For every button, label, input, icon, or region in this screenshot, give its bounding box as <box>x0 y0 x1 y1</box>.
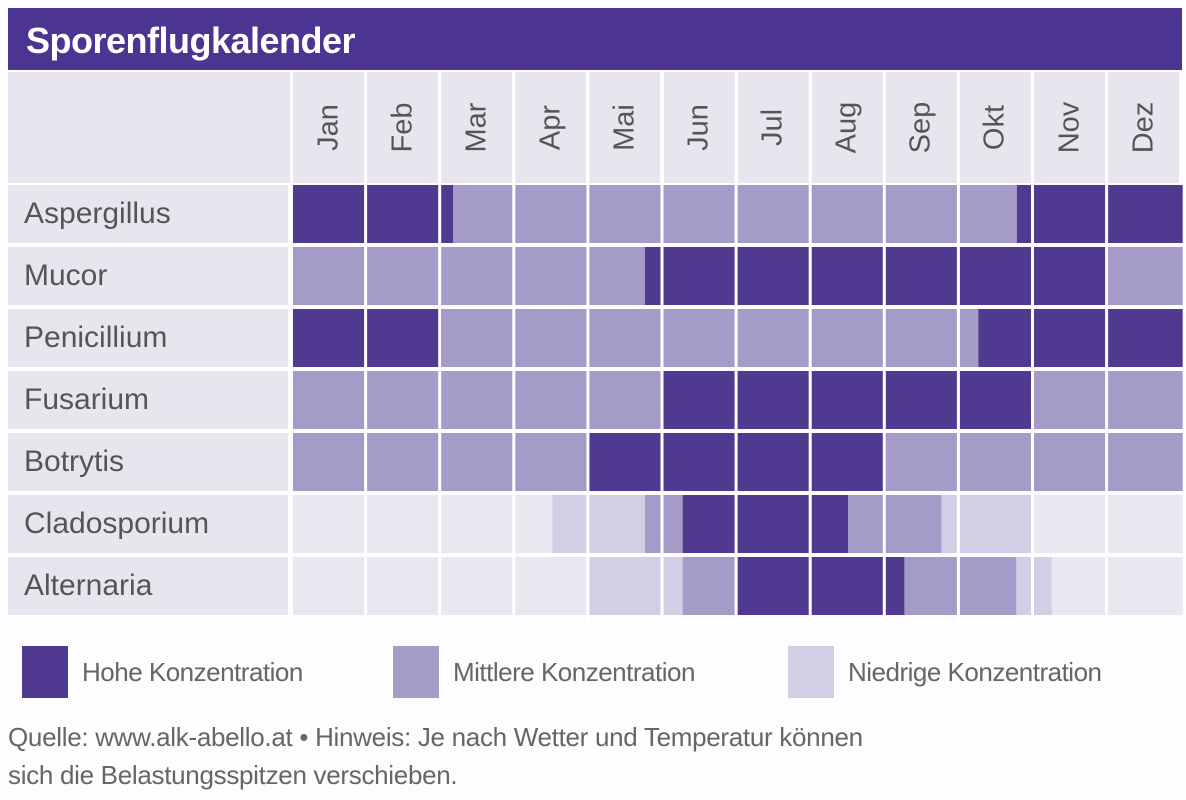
row-label: Cladosporium <box>8 495 288 553</box>
heat-segment <box>293 247 646 305</box>
heat-segment <box>848 495 942 553</box>
column-divider <box>956 72 960 630</box>
column-divider <box>734 72 738 630</box>
month-header-cell <box>959 72 1031 183</box>
source-note-line2: sich die Belastungsspitzen verschieben. <box>8 760 458 790</box>
heat-segment <box>737 557 905 615</box>
heat-segment <box>904 557 1017 615</box>
heat-segment <box>941 495 1035 553</box>
month-header-cell <box>1034 72 1106 183</box>
heat-segment <box>644 247 1109 305</box>
column-divider <box>808 72 812 630</box>
column-divider <box>512 72 516 630</box>
column-divider <box>586 72 590 630</box>
heat-segment <box>885 433 1183 491</box>
heat-segment <box>682 495 849 553</box>
heat-segment <box>293 433 590 491</box>
column-divider <box>882 72 886 630</box>
column-divider <box>660 72 664 630</box>
month-header-cell <box>293 72 365 183</box>
row-label: Mucor <box>8 247 288 305</box>
heat-segment <box>663 371 1035 429</box>
heat-segment <box>1016 185 1183 243</box>
heat-segment <box>589 433 887 491</box>
heat-segment <box>293 309 442 367</box>
heat-segment <box>552 495 646 553</box>
row-label: Alternaria <box>8 557 288 615</box>
heat-segment <box>644 495 684 553</box>
month-header-cell <box>663 72 735 183</box>
column-divider <box>1105 72 1109 630</box>
column-divider <box>364 72 368 630</box>
legend-label: Mittlere Konzentration <box>453 657 695 687</box>
legend-swatch <box>393 646 439 698</box>
heat-segment <box>589 557 684 615</box>
heat-segment <box>1034 495 1183 553</box>
month-header-cell <box>441 72 513 183</box>
legend-label: Niedrige Konzentration <box>848 657 1102 687</box>
legend-swatch <box>22 646 68 698</box>
month-header-cell <box>885 72 957 183</box>
month-header-cell <box>811 72 883 183</box>
heatmap-grid <box>293 72 1183 630</box>
source-note: Quelle: www.alk-abello.at • Hinweis: Je … <box>8 722 863 752</box>
heat-segment <box>1034 371 1183 429</box>
heat-segment <box>1108 247 1183 305</box>
heat-segment <box>293 185 454 243</box>
row-label: Penicillium <box>8 309 288 367</box>
heat-segment <box>293 495 553 553</box>
heat-segment <box>978 309 1183 367</box>
row-label: Botrytis <box>8 433 288 491</box>
heat-segment <box>1016 557 1053 615</box>
column-divider <box>438 72 442 630</box>
legend-swatch <box>788 646 834 698</box>
heat-segment <box>1051 557 1183 615</box>
column-divider <box>1031 72 1034 630</box>
row-label: Fusarium <box>8 371 288 429</box>
month-header-cell <box>515 72 587 183</box>
month-header-cell <box>737 72 809 183</box>
chart-title: Sporenflugkalender <box>26 20 356 61</box>
legend-label: Hohe Konzentration <box>82 657 303 687</box>
header-corner <box>8 72 290 183</box>
heat-segment <box>441 309 979 367</box>
heat-segment <box>682 557 739 615</box>
row-label: Aspergillus <box>8 185 288 243</box>
month-header-cell <box>367 72 439 183</box>
heat-segment <box>293 557 590 615</box>
month-header-cell <box>1108 72 1180 183</box>
heat-segment <box>293 371 664 429</box>
title-bar: Sporenflugkalender <box>8 8 1182 70</box>
month-header-cell <box>589 72 661 183</box>
